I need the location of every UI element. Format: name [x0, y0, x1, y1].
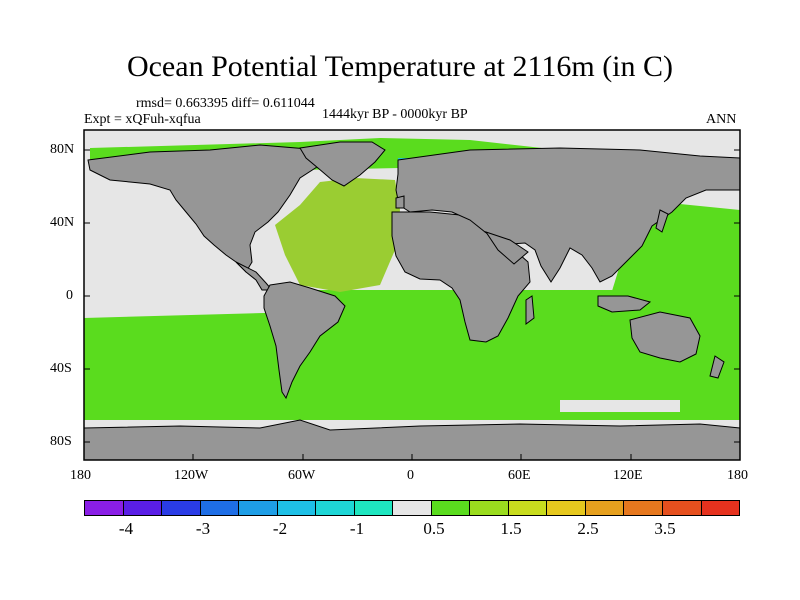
lon-label-120e: 120E [613, 468, 643, 483]
colorbar-swatch [200, 501, 240, 515]
stats-text: rmsd= 0.663395 diff= 0.611044 [136, 96, 315, 111]
uk-isles [395, 195, 405, 209]
australia [629, 311, 701, 363]
japan [655, 209, 669, 233]
colorbar-swatch [85, 501, 124, 515]
colorbar-label: -2 [272, 519, 288, 538]
south-pacific-warm-region [84, 312, 310, 400]
lat-label-80n: 80N [50, 142, 75, 157]
colorbar-swatch [239, 501, 278, 515]
lon-label-180w: 180 [70, 468, 91, 483]
colorbar-label: -1 [349, 519, 365, 538]
antarctica [84, 419, 740, 460]
colorbar-swatch [624, 501, 663, 515]
colorbar-label: 0.5 [423, 519, 445, 538]
lon-label-60e: 60E [508, 468, 531, 483]
season-label: ANN [706, 112, 737, 127]
colorbar-swatch [354, 501, 394, 515]
new-zealand [709, 355, 725, 379]
lon-label-120w: 120W [174, 468, 209, 483]
lon-label-0: 0 [407, 468, 414, 483]
lat-label-40s: 40S [50, 361, 72, 376]
period-label: 1444kyr BP - 0000kyr BP [322, 107, 468, 122]
north-atlantic-warm-region [275, 178, 400, 292]
greenland [299, 141, 386, 187]
arabia [484, 231, 529, 265]
colorbar-swatch [547, 501, 586, 515]
map-field [84, 130, 740, 460]
lat-label-0: 0 [66, 288, 73, 303]
lat-tick-marks [84, 149, 740, 443]
colorbar-label: 1.5 [500, 519, 522, 538]
lat-label-80s: 80S [50, 434, 72, 449]
south-pacific-lower-band [84, 400, 300, 420]
lon-tick-marks [83, 454, 741, 460]
madagascar [525, 295, 535, 325]
colorbar-swatch [470, 501, 509, 515]
colorbar-swatch [316, 501, 355, 515]
colorbar-swatch [123, 501, 163, 515]
colorbar-label: -4 [118, 519, 134, 538]
south-america [263, 281, 346, 400]
colorbar-label: 2.5 [577, 519, 599, 538]
lon-label-60w: 60W [288, 468, 316, 483]
colorbar-swatch [701, 501, 740, 515]
antarctic-near-zero-patch [560, 400, 680, 412]
colorbar-swatch [508, 501, 548, 515]
colorbar-label: 3.5 [654, 519, 676, 538]
land-masses [84, 141, 740, 460]
colorbar-swatch [162, 501, 201, 515]
lat-label-40n: 40N [50, 215, 75, 230]
lon-label-180e: 180 [727, 468, 748, 483]
plot-title: Ocean Potential Temperature at 2116m (in… [126, 50, 674, 83]
colorbar-swatch [585, 501, 625, 515]
experiment-label: Expt = xQFuh-xqfua [84, 112, 201, 127]
eurasia [395, 147, 740, 283]
colorbar-swatch [662, 501, 702, 515]
colorbar-swatch [393, 501, 432, 515]
colorbar-swatch [431, 501, 471, 515]
colorbar-label: -3 [195, 519, 211, 538]
maritime-continent [597, 295, 652, 313]
colorbar-swatch [277, 501, 317, 515]
colorbar [84, 500, 740, 516]
